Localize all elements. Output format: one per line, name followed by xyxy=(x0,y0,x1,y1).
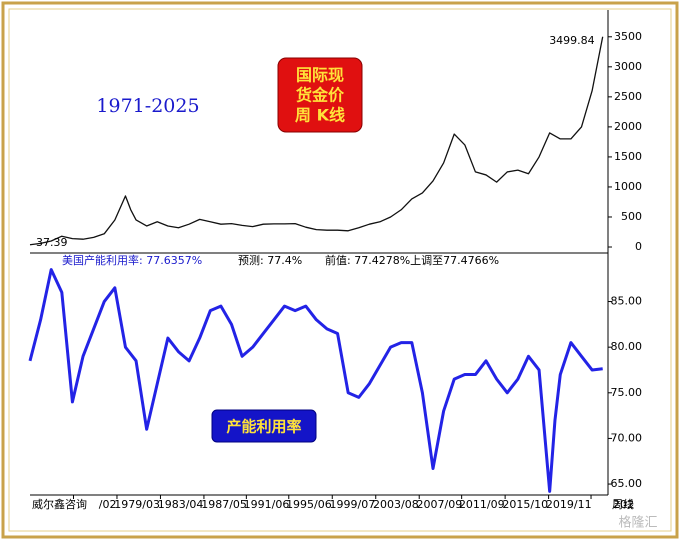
period: 周线 xyxy=(612,497,634,511)
watermark: 格隆汇 xyxy=(618,515,657,531)
series-line xyxy=(28,268,603,493)
y-tick-label: 1500 xyxy=(614,150,642,163)
y-tick-label: 75.00 xyxy=(611,386,643,399)
x-tick-label: 1983/04 xyxy=(158,498,204,511)
source: 威尔鑫咨询 xyxy=(32,497,87,511)
y-tick-label: 70.00 xyxy=(611,431,643,444)
x-tick-label: 1999/07 xyxy=(330,498,376,511)
badge-text: 产能利用率 xyxy=(226,418,301,436)
chart-title: 1971-2025 xyxy=(96,95,199,117)
y-tick-label: 1000 xyxy=(614,180,642,193)
x-tick-label: 2007/09 xyxy=(417,498,463,511)
x-tick-label: 2019/11 xyxy=(546,498,592,511)
series-line xyxy=(29,36,604,246)
y-tick-label: 2000 xyxy=(614,120,642,133)
y-tick-label: 500 xyxy=(621,210,642,223)
x-tick-label: /02 xyxy=(99,498,117,511)
y-tick-label: 0 xyxy=(635,240,642,253)
x-tick-label: 1991/06 xyxy=(244,498,290,511)
badge-text: 国际现 xyxy=(296,66,344,85)
y-tick-label: 85.00 xyxy=(611,295,643,308)
y-tick-label: 3500 xyxy=(614,30,642,43)
header-text: 前值: 77.4278%上调至77.4766% xyxy=(325,253,499,267)
value-label: 37.39 xyxy=(36,236,68,249)
frame-inner xyxy=(8,8,672,532)
x-tick-label: 2003/08 xyxy=(373,498,419,511)
x-tick-label: 202 xyxy=(613,498,634,511)
value-label: 3499.84 xyxy=(549,34,595,47)
header-text: 预测: 77.4% xyxy=(238,254,302,267)
badge-box xyxy=(277,57,363,133)
x-tick-label: 1987/05 xyxy=(201,498,247,511)
y-tick-label: 80.00 xyxy=(611,340,643,353)
y-tick-label: 2500 xyxy=(614,90,642,103)
badge-box xyxy=(211,409,317,443)
badge-text: 周 K线 xyxy=(295,106,345,125)
y-tick-label: 65.00 xyxy=(611,477,643,490)
x-tick-label: 1979/03 xyxy=(114,498,160,511)
badge-text: 货金价 xyxy=(296,86,345,105)
x-tick-label: 2015/10 xyxy=(502,498,548,511)
y-tick-label: 3000 xyxy=(614,60,642,73)
x-tick-label: 1995/06 xyxy=(286,498,332,511)
x-tick-label: 2011/09 xyxy=(459,498,505,511)
header-text: 美国产能利用率: 77.6357% xyxy=(62,253,202,267)
